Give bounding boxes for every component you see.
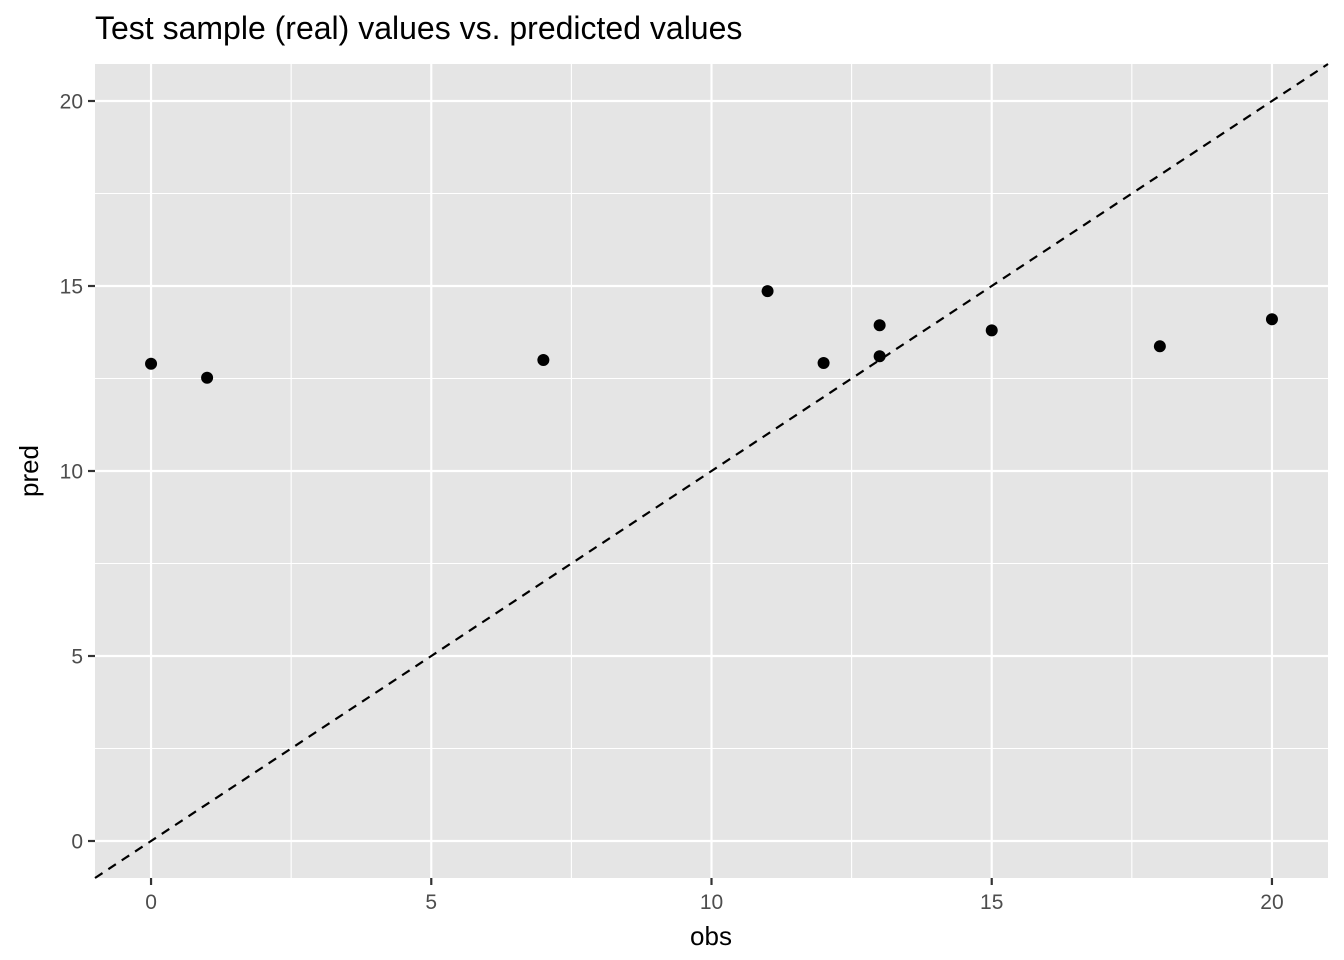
- data-point: [873, 350, 886, 363]
- data-point: [1153, 340, 1166, 353]
- y-tick-label: 0: [71, 831, 83, 854]
- x-axis-title: obs: [690, 921, 732, 951]
- y-axis-title: pred: [14, 445, 44, 497]
- data-point: [873, 319, 886, 332]
- chart-title: Test sample (real) values vs. predicted …: [95, 10, 742, 46]
- x-tick-label: 15: [980, 891, 1003, 914]
- x-axis-ticks: 0 5 10 15 20: [145, 878, 1284, 914]
- x-tick-label: 0: [145, 891, 157, 914]
- y-axis-ticks: 0 5 10 15 20: [60, 91, 95, 854]
- data-point: [761, 285, 774, 298]
- y-tick-label: 20: [60, 91, 83, 114]
- y-tick-label: 5: [71, 646, 83, 669]
- data-point: [537, 354, 550, 366]
- data-point: [817, 356, 830, 369]
- data-point: [145, 357, 158, 370]
- data-point: [985, 324, 998, 337]
- data-point: [1265, 313, 1278, 326]
- data-points: [145, 285, 1278, 384]
- identity-reference-line: [94, 63, 1329, 879]
- data-point: [201, 371, 214, 384]
- x-tick-label: 20: [1260, 891, 1283, 914]
- y-tick-label: 10: [60, 461, 83, 484]
- y-tick-label: 15: [60, 276, 83, 299]
- x-tick-label: 5: [425, 891, 437, 914]
- x-tick-label: 10: [700, 891, 723, 914]
